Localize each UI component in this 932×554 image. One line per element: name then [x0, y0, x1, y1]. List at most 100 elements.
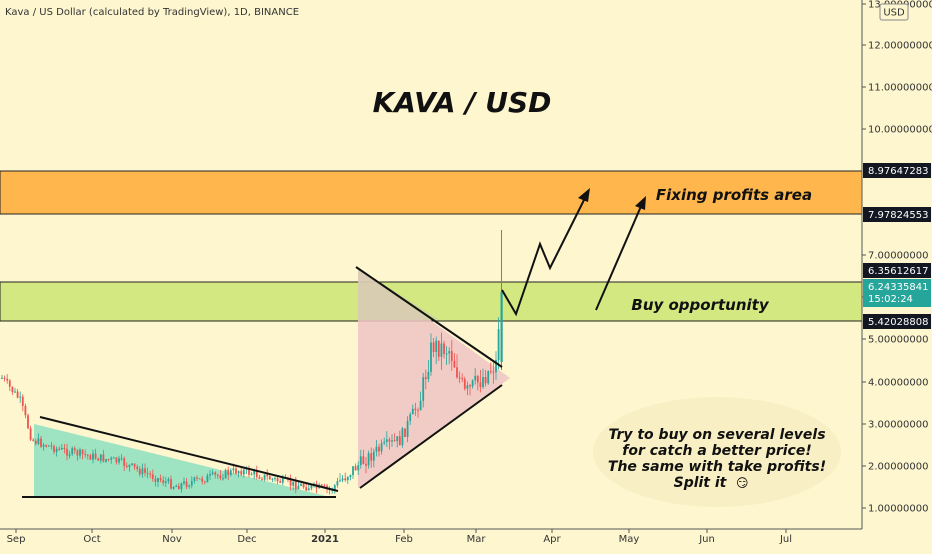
candle-body	[383, 441, 386, 444]
candle-body	[42, 445, 45, 447]
candle-body	[352, 466, 354, 476]
candle-body	[105, 459, 107, 462]
candle-body	[461, 378, 464, 380]
candle-body	[300, 483, 302, 486]
price-tag-upper: 8.97647283	[863, 163, 931, 178]
candle-body	[175, 485, 178, 487]
candle-body	[437, 340, 440, 357]
candle-body	[497, 329, 500, 360]
candle-body	[385, 439, 388, 442]
currency-badge-label: USD	[883, 8, 905, 19]
candle-body	[92, 453, 94, 460]
candle-body	[203, 481, 206, 483]
candle-body	[6, 378, 9, 381]
candle-body	[396, 436, 399, 442]
candle-body	[138, 468, 141, 475]
symmetrical-triangle-fill	[358, 268, 510, 488]
price-tick-label: 5.00000000	[868, 335, 928, 346]
candle-body	[180, 483, 183, 490]
candle-body	[159, 478, 162, 481]
candle-body	[307, 488, 310, 491]
candle-body	[227, 469, 230, 475]
candle-body	[162, 480, 165, 484]
price-tag-buy-top: 6.35612617	[863, 263, 931, 278]
candle-body	[411, 408, 414, 415]
svg-text:6.35612617: 6.35612617	[868, 266, 928, 277]
candle-body	[398, 436, 401, 446]
profit-zone	[0, 170, 863, 215]
arrow-head-2	[635, 196, 646, 210]
price-tick-label: 2.00000000	[868, 462, 928, 473]
candle-body	[170, 479, 172, 489]
candle-body	[209, 474, 211, 476]
candle-body	[463, 378, 466, 389]
currency-badge[interactable]	[879, 3, 909, 21]
candle-body	[133, 463, 136, 467]
candle-body	[495, 359, 497, 373]
candle-body	[336, 481, 339, 486]
candle-body	[177, 485, 180, 490]
candle-body	[81, 449, 84, 454]
candle-body	[71, 448, 74, 455]
candle-body	[326, 485, 328, 489]
candle-body	[164, 481, 167, 484]
candle-body	[55, 448, 58, 452]
candle-body	[89, 455, 92, 460]
svg-text:5.42028808: 5.42028808	[868, 317, 928, 328]
candle-body	[492, 371, 495, 373]
candle-body	[110, 457, 113, 460]
price-tick-label: 3.00000000	[868, 420, 928, 431]
candle-body	[216, 474, 219, 476]
time-tick-label: Dec	[237, 534, 256, 545]
candle-body	[339, 480, 341, 482]
note-line-4: Split it	[674, 475, 728, 491]
candle-body	[76, 450, 79, 456]
candle-body	[136, 466, 139, 469]
candle-body	[378, 446, 380, 452]
candle-body	[456, 367, 458, 378]
candle-body	[190, 481, 193, 486]
candles-layer	[1, 230, 503, 495]
candle-body	[125, 465, 128, 467]
candle-body	[474, 375, 477, 381]
candle-body	[29, 428, 32, 440]
price-tag-lower-profit: 7.97824553	[863, 207, 931, 222]
candle-body	[302, 483, 305, 488]
candle-body	[349, 475, 352, 478]
candle-body	[146, 472, 149, 474]
candle-body	[305, 487, 308, 491]
candle-body	[359, 456, 362, 466]
time-tick-label: Feb	[395, 534, 413, 545]
arrow-head-1	[578, 188, 590, 202]
candle-body	[292, 481, 295, 486]
note-bubble	[593, 397, 841, 507]
candle-body	[445, 353, 448, 355]
candle-body	[357, 465, 360, 471]
candle-body	[281, 477, 284, 483]
candle-body	[261, 478, 263, 480]
candle-body	[224, 469, 227, 479]
candle-body	[154, 478, 157, 482]
candle-body	[406, 420, 409, 437]
svg-text:8.97647283: 8.97647283	[868, 166, 928, 177]
time-tick-label: 2021	[311, 534, 339, 545]
candle-body	[242, 469, 245, 475]
note-line-3: The same with take profits!	[608, 459, 826, 475]
candle-body	[401, 428, 404, 446]
candle-body	[419, 400, 422, 411]
candle-body	[279, 481, 282, 483]
price-tick-label: 4.00000000	[868, 378, 928, 389]
candle-body	[144, 468, 146, 473]
candle-body	[479, 382, 482, 388]
candle-body	[232, 468, 235, 471]
candle-body	[167, 479, 170, 482]
price-tick-label: 7.00000000	[868, 251, 928, 262]
candle-body	[354, 466, 357, 471]
candle-body	[45, 445, 48, 447]
candle-body	[60, 447, 63, 450]
candle-body	[115, 457, 118, 463]
candle-body	[258, 476, 261, 479]
candle-body	[427, 371, 430, 380]
